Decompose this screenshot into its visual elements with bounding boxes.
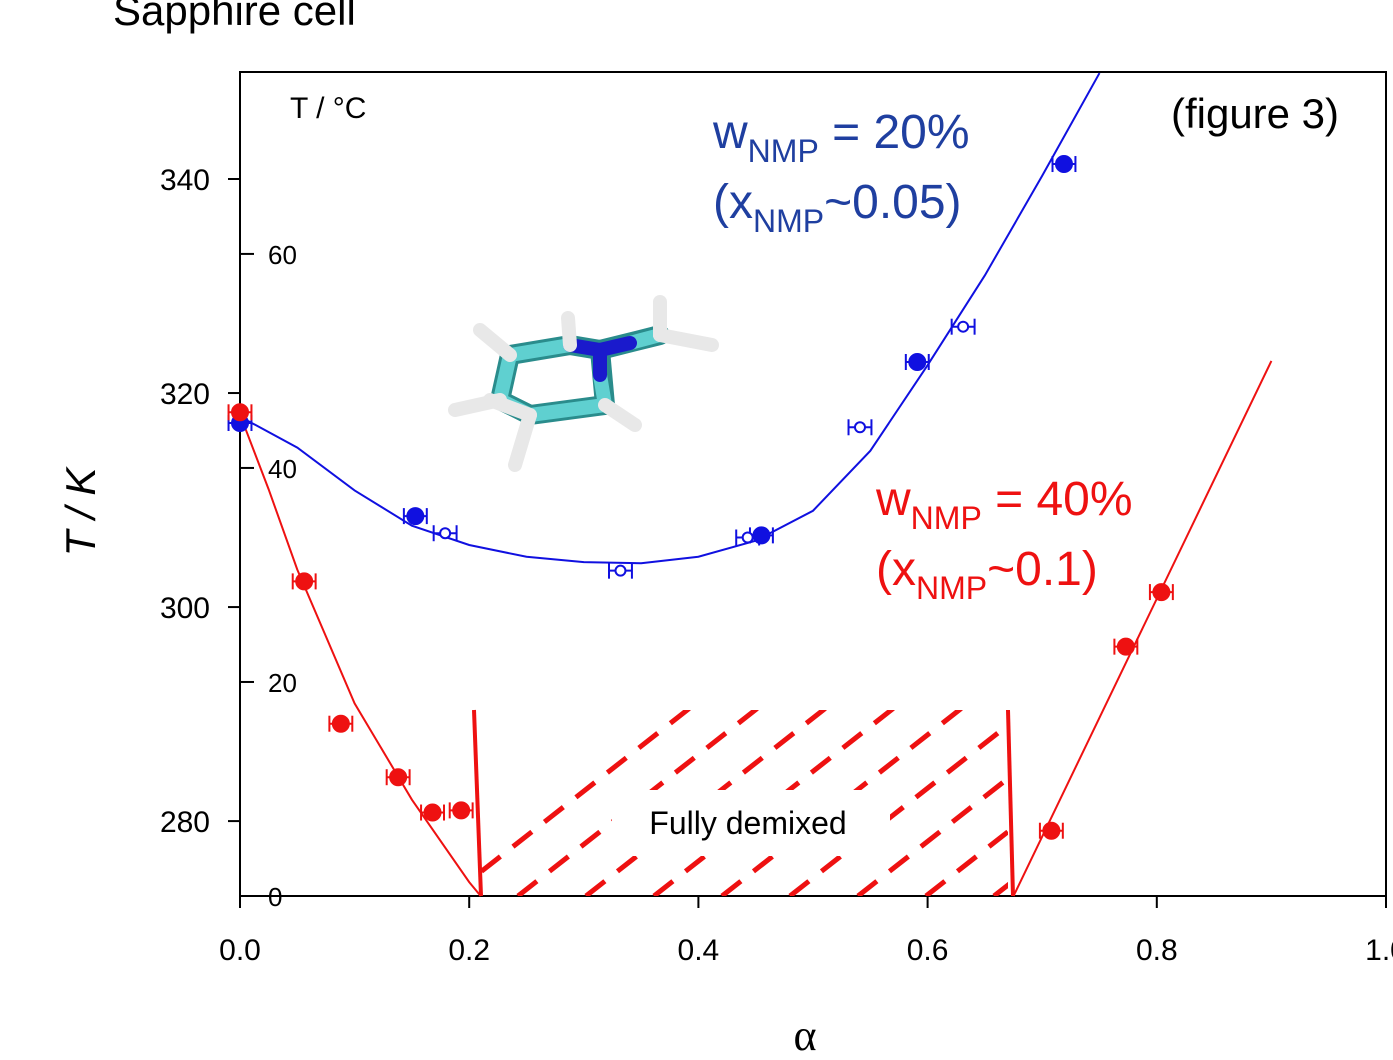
point (423, 803, 442, 822)
x-axis-label: α (793, 1011, 816, 1060)
point (752, 526, 771, 545)
figure-note: (figure 3) (1171, 90, 1339, 137)
x-tick-label: 0.4 (678, 934, 720, 967)
y2-tick-label: 60 (268, 240, 297, 270)
y2-axis-label: T / °C (290, 92, 366, 125)
y-tick-label: 340 (160, 164, 210, 197)
y-tick-label: 300 (160, 592, 210, 625)
y-tick-label: 320 (160, 378, 210, 411)
y2-tick-label: 20 (268, 668, 297, 698)
point (389, 768, 408, 787)
x-tick-label: 0.2 (448, 934, 490, 967)
annotation: wNMP = 40% (875, 473, 1133, 536)
point (452, 801, 471, 820)
hatch-line (652, 710, 896, 896)
annotation-rest: ~0.1) (987, 543, 1098, 596)
boundary-line (472, 709, 483, 897)
hatch-line (788, 721, 1008, 896)
hatch-line (516, 710, 760, 896)
annotation-rest: = 40% (982, 473, 1133, 526)
y-axis-label: T / K (57, 466, 104, 557)
hatch-line (584, 710, 828, 896)
annotation: (xNMP~0.05) (713, 176, 962, 239)
point (231, 403, 249, 422)
annotation: (xNMP~0.1) (876, 543, 1098, 606)
point (406, 507, 425, 526)
point (1054, 155, 1073, 174)
y2-tick-label: 0 (268, 882, 282, 912)
annotation-text: w (712, 106, 748, 159)
x-tick-label: 0.8 (1136, 934, 1178, 967)
point (853, 421, 866, 434)
molecule (448, 295, 719, 472)
annotation-sub: NMP (911, 500, 982, 536)
point (439, 527, 452, 540)
annotation-sub: NMP (748, 133, 819, 169)
x-tick-label: 0.0 (219, 934, 261, 967)
point (741, 531, 754, 544)
hatch-line (856, 775, 1008, 896)
fit-curve (1012, 360, 1273, 897)
point (614, 564, 627, 577)
point (957, 320, 970, 333)
y2-tick-label: 40 (268, 454, 297, 484)
plot-frame (239, 71, 1387, 897)
annotation-rest: ~0.05) (824, 176, 961, 229)
annotation-text: (x (876, 543, 916, 596)
annotation-rest: = 20% (819, 106, 970, 159)
hatch-line (720, 710, 964, 896)
point (1116, 637, 1135, 656)
fit-curve (239, 72, 1101, 565)
annotation-sub: NMP (916, 570, 987, 606)
point (908, 353, 927, 372)
x-tick-label: 1.0 (1365, 934, 1393, 967)
point (1042, 821, 1061, 840)
y-tick-label: 280 (160, 806, 210, 839)
fit-curve (239, 414, 482, 897)
label-box (612, 790, 890, 856)
point (1152, 583, 1171, 602)
annotation-sub: NMP (753, 203, 824, 239)
region-label: Fully demixed (649, 805, 846, 841)
point (295, 572, 314, 591)
hatch-line (924, 828, 1008, 896)
point (331, 714, 350, 733)
x-tick-label: 0.6 (907, 934, 949, 967)
hatch-line (481, 710, 692, 875)
annotation-text: (x (713, 176, 753, 229)
boundary-line (1006, 709, 1015, 897)
hatch (481, 710, 1008, 896)
annotation-text: w (875, 473, 911, 526)
annotation: wNMP = 20% (712, 106, 970, 169)
chart-title: Sapphire cell (113, 0, 356, 34)
hatch-line (992, 881, 1008, 896)
